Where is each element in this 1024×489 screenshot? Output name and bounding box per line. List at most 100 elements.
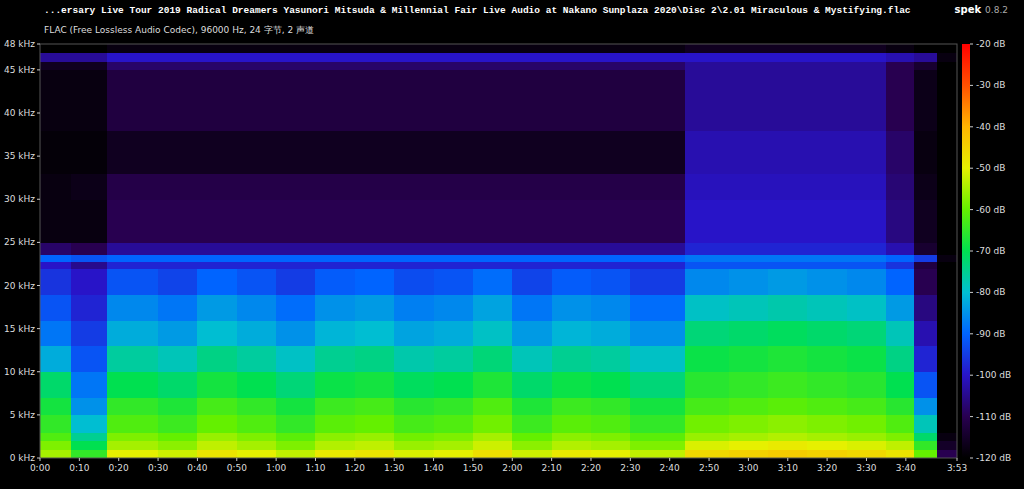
heatmap-cell	[807, 320, 847, 346]
heatmap-cell	[630, 320, 686, 346]
heatmap-cell	[315, 441, 355, 450]
heatmap-cell	[158, 415, 198, 433]
x-tick-label: 2:40	[660, 463, 680, 473]
heatmap-cell	[591, 70, 631, 131]
heatmap-cell	[937, 346, 957, 372]
heatmap-cell	[729, 294, 769, 320]
heatmap-cell	[807, 254, 847, 261]
heatmap-cell	[473, 70, 513, 131]
heatmap-cell	[158, 242, 198, 255]
heatmap-cell	[237, 70, 277, 131]
heatmap-cell	[434, 254, 474, 261]
x-tick	[158, 458, 159, 461]
heatmap-cell	[768, 398, 808, 416]
y-tick	[37, 69, 40, 70]
heatmap-cell	[552, 70, 592, 131]
heatmap-cell	[355, 242, 395, 255]
heatmap-cell	[40, 398, 72, 416]
heatmap-cell	[276, 372, 316, 398]
heatmap-cell	[276, 130, 316, 174]
x-tick	[118, 458, 119, 461]
heatmap-cell	[512, 268, 552, 294]
heatmap-cell	[107, 449, 159, 458]
heatmap-cell	[315, 261, 355, 268]
heatmap-cell	[937, 130, 957, 174]
heatmap-cell	[807, 53, 847, 62]
heatmap-cell	[685, 432, 729, 441]
heatmap-cell	[158, 432, 198, 441]
heatmap-cell	[768, 346, 808, 372]
heatmap-cell	[768, 199, 808, 243]
heatmap-cell	[914, 372, 938, 398]
heatmap-cell	[807, 44, 847, 53]
heatmap-cell	[552, 130, 592, 174]
heatmap-cell	[685, 449, 729, 458]
x-tick-label: 2:10	[542, 463, 562, 473]
colorbar	[962, 44, 970, 458]
heatmap-cell	[40, 199, 72, 243]
y-tick-label: 15 kHz	[4, 324, 35, 334]
heatmap-cell	[685, 346, 729, 372]
heatmap-cell	[768, 320, 808, 346]
heatmap-cell	[685, 398, 729, 416]
heatmap-cell	[315, 268, 355, 294]
heatmap-cell	[886, 130, 914, 174]
background	[0, 0, 1024, 489]
heatmap-cell	[914, 44, 938, 53]
x-tick-label: 1:20	[345, 463, 365, 473]
heatmap-cell	[71, 268, 107, 294]
heatmap-cell	[355, 415, 395, 433]
heatmap-cell	[434, 44, 474, 53]
heatmap-cell	[158, 346, 198, 372]
heatmap-cell	[937, 254, 957, 261]
heatmap-cell	[886, 441, 914, 450]
heatmap-cell	[473, 441, 513, 450]
heatmap-cell	[158, 53, 198, 62]
heatmap-cell	[473, 320, 513, 346]
y-tick-label: 20 kHz	[4, 281, 35, 291]
heatmap-cell	[729, 346, 769, 372]
heatmap-cell	[685, 415, 729, 433]
heatmap-cell	[630, 130, 686, 174]
heatmap-cell	[914, 268, 938, 294]
heatmap-cell	[937, 53, 957, 62]
heatmap-cell	[237, 261, 277, 268]
heatmap-cell	[394, 61, 434, 70]
heatmap-cell	[40, 441, 72, 450]
heatmap-cell	[807, 415, 847, 433]
heatmap-cell	[886, 70, 914, 131]
y-tick	[37, 328, 40, 329]
heatmap-cell	[807, 372, 847, 398]
heatmap-cell	[847, 346, 887, 372]
heatmap-cell	[886, 261, 914, 268]
heatmap-cell	[473, 449, 513, 458]
heatmap-cell	[886, 44, 914, 53]
subtitle: FLAC (Free Lossless Audio Codec), 96000 …	[44, 25, 314, 35]
heatmap-cell	[40, 130, 72, 174]
colorbar-tick	[970, 168, 973, 169]
heatmap-cell	[158, 268, 198, 294]
heatmap-cell	[768, 432, 808, 441]
heatmap-cell	[355, 173, 395, 199]
heatmap-cell	[158, 61, 198, 70]
heatmap-cell	[512, 254, 552, 261]
heatmap-cell	[591, 199, 631, 243]
heatmap-cell	[886, 294, 914, 320]
heatmap-cell	[473, 346, 513, 372]
heatmap-cell	[847, 294, 887, 320]
heatmap-cell	[685, 254, 729, 261]
heatmap-cell	[552, 242, 592, 255]
heatmap-cell	[512, 199, 552, 243]
heatmap-cell	[355, 254, 395, 261]
heatmap-cell	[394, 441, 434, 450]
heatmap-cell	[394, 44, 434, 53]
heatmap-cell	[937, 268, 957, 294]
colorbar-tick-label: -120 dB	[976, 453, 1011, 463]
heatmap-cell	[197, 53, 237, 62]
x-tick	[905, 458, 906, 461]
heatmap-cell	[107, 441, 159, 450]
heatmap-cell	[630, 53, 686, 62]
x-tick	[197, 458, 198, 461]
heatmap-cell	[276, 261, 316, 268]
heatmap-cell	[729, 320, 769, 346]
